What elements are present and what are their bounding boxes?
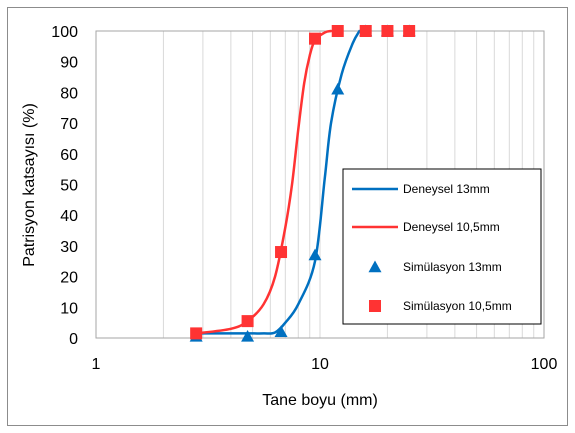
data-point	[359, 25, 372, 37]
y-tick-label: 90	[60, 55, 78, 72]
y-tick-label: 40	[60, 208, 78, 225]
x-tick-label: 10	[311, 356, 329, 373]
y-tick-label: 20	[60, 270, 78, 287]
series-layer	[189, 24, 416, 342]
legend-label: Simülasyon 10,5mm	[403, 299, 512, 313]
data-point	[331, 82, 345, 95]
legend-swatch-marker	[368, 260, 382, 273]
data-point	[331, 25, 344, 37]
data-point	[403, 25, 416, 37]
legend-label: Simülasyon 13mm	[403, 260, 502, 274]
legend: Deneysel 13mm Deneysel 10,5mm Simülasyon 1…	[342, 168, 542, 325]
y-axis-title: Patrisyon katsayısı (%)	[21, 103, 38, 267]
y-tick-label: 70	[60, 116, 78, 133]
x-tick-label: 100	[531, 356, 558, 373]
legend-swatch-marker	[369, 300, 381, 312]
y-tick-label: 30	[60, 239, 78, 256]
data-point	[381, 25, 394, 37]
legend-label: Deneysel 10,5mm	[403, 220, 500, 234]
x-axis-title: Tane boyu (mm)	[262, 392, 378, 409]
legend-box	[342, 168, 542, 325]
y-tick-label: 0	[69, 331, 78, 348]
data-point	[241, 329, 255, 342]
legend-label: Deneysel 13mm	[403, 182, 490, 196]
x-tick-label: 1	[92, 356, 101, 373]
data-point	[309, 32, 322, 45]
data-point	[190, 327, 203, 340]
data-point	[275, 246, 288, 259]
data-point	[241, 315, 254, 328]
y-tick-label: 80	[60, 85, 78, 102]
series-line	[194, 29, 361, 335]
y-tick-label: 100	[51, 24, 78, 41]
y-tick-label: 10	[60, 300, 78, 317]
y-tick-label: 60	[60, 147, 78, 164]
y-tick-label: 50	[60, 178, 78, 195]
plot-area	[95, 30, 545, 339]
data-point	[308, 248, 322, 261]
data-point	[274, 325, 288, 338]
